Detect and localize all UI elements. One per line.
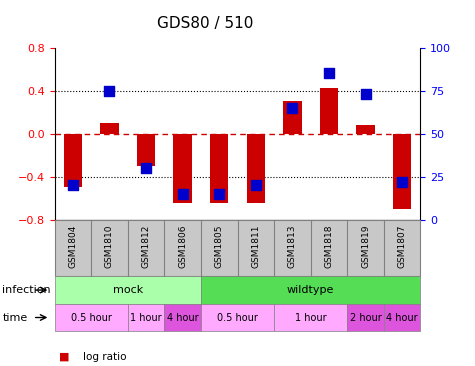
Text: 4 hour: 4 hour bbox=[386, 313, 418, 322]
Bar bbox=[210, 134, 228, 203]
Point bbox=[398, 179, 406, 185]
Text: 1 hour: 1 hour bbox=[130, 313, 162, 322]
Text: GSM1813: GSM1813 bbox=[288, 224, 297, 268]
Text: GSM1818: GSM1818 bbox=[324, 224, 333, 268]
Bar bbox=[100, 123, 119, 134]
Point bbox=[289, 105, 296, 111]
Text: GSM1806: GSM1806 bbox=[178, 224, 187, 268]
Text: 1 hour: 1 hour bbox=[295, 313, 326, 322]
Bar bbox=[320, 89, 338, 134]
Point bbox=[362, 91, 370, 97]
Text: log ratio: log ratio bbox=[83, 352, 127, 362]
Text: GSM1819: GSM1819 bbox=[361, 224, 370, 268]
Text: GSM1804: GSM1804 bbox=[68, 224, 77, 268]
Point bbox=[252, 182, 259, 188]
Text: time: time bbox=[2, 313, 28, 322]
Bar bbox=[356, 125, 375, 134]
Text: GSM1807: GSM1807 bbox=[398, 224, 407, 268]
Point bbox=[216, 191, 223, 197]
Text: GSM1805: GSM1805 bbox=[215, 224, 224, 268]
Point bbox=[325, 70, 332, 76]
Point bbox=[179, 191, 186, 197]
Text: 0.5 hour: 0.5 hour bbox=[71, 313, 112, 322]
Bar bbox=[283, 101, 302, 134]
Bar bbox=[137, 134, 155, 166]
Text: infection: infection bbox=[2, 285, 51, 295]
Text: GDS80 / 510: GDS80 / 510 bbox=[157, 16, 253, 31]
Text: ■: ■ bbox=[59, 352, 69, 362]
Bar bbox=[173, 134, 192, 203]
Point bbox=[142, 165, 150, 171]
Bar bbox=[247, 134, 265, 203]
Bar bbox=[393, 134, 411, 209]
Text: wildtype: wildtype bbox=[287, 285, 334, 295]
Bar bbox=[64, 134, 82, 187]
Text: GSM1810: GSM1810 bbox=[105, 224, 114, 268]
Point bbox=[69, 182, 77, 188]
Text: GSM1812: GSM1812 bbox=[142, 224, 151, 268]
Text: mock: mock bbox=[113, 285, 143, 295]
Text: 0.5 hour: 0.5 hour bbox=[217, 313, 258, 322]
Text: GSM1811: GSM1811 bbox=[251, 224, 260, 268]
Point bbox=[105, 87, 113, 93]
Text: 4 hour: 4 hour bbox=[167, 313, 199, 322]
Text: 2 hour: 2 hour bbox=[350, 313, 381, 322]
